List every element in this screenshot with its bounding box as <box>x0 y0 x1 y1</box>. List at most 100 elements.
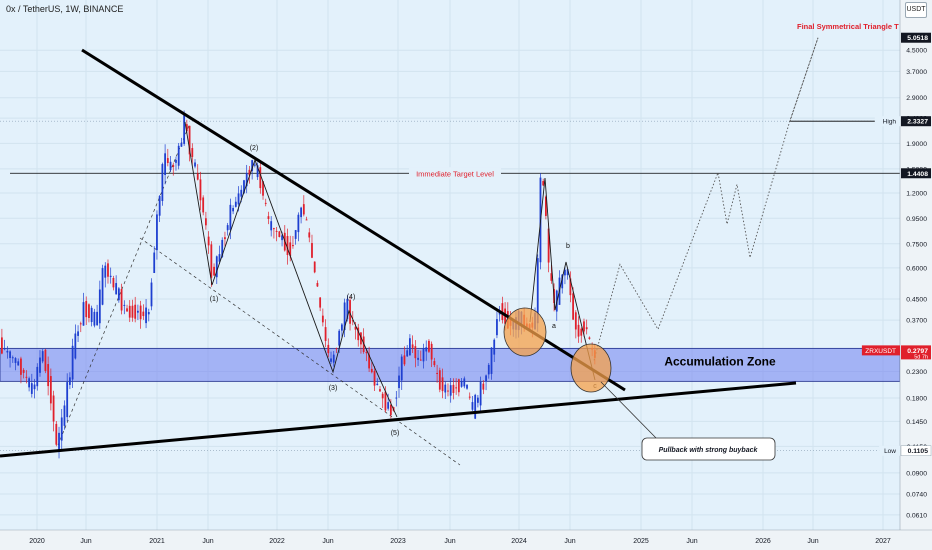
candle-body <box>17 361 20 366</box>
candle-body <box>202 197 205 213</box>
candle-body <box>243 180 245 194</box>
candle-body <box>98 289 101 324</box>
price-tick: 0.4500 <box>906 297 927 304</box>
candle-body <box>20 358 22 375</box>
dashed-channel-line <box>57 122 191 446</box>
price-badge <box>901 116 931 127</box>
candle-body <box>316 282 319 287</box>
candle-body <box>134 304 137 319</box>
candle-body <box>107 263 109 277</box>
candle-body <box>11 357 14 359</box>
candle-body <box>321 315 324 323</box>
candle-body <box>142 311 145 317</box>
price-badge-value: 5.0518 <box>907 35 928 42</box>
candle-body <box>449 385 452 396</box>
candle-body <box>433 361 436 366</box>
time-tick: Jun <box>322 538 333 545</box>
candle-body <box>447 390 449 392</box>
price-axis[interactable]: 4.50003.70002.90002.40001.90001.50001.20… <box>861 0 932 530</box>
candle-body <box>147 312 150 315</box>
price-tick: 0.3700 <box>906 318 927 325</box>
candle-body <box>259 167 262 189</box>
candle-body <box>493 339 496 355</box>
candle-body <box>85 301 88 318</box>
candle-body <box>205 218 207 226</box>
candle-body <box>36 366 39 387</box>
candle-body <box>324 327 327 341</box>
candle-body <box>387 402 390 409</box>
candle-body <box>354 326 357 330</box>
time-tick: 2024 <box>511 538 527 545</box>
candle-body <box>229 204 232 230</box>
candle-body <box>294 230 297 239</box>
candle-body <box>422 348 425 362</box>
candle-body <box>365 352 368 354</box>
price-badge <box>900 445 932 456</box>
price-tick: 0.1450 <box>906 419 927 426</box>
candle-body <box>545 196 547 216</box>
candle-body <box>460 381 463 387</box>
candle-body <box>305 219 308 221</box>
candle-body <box>496 319 498 336</box>
candle-body <box>39 357 41 373</box>
time-axis[interactable]: 2020 Jun 2021 Jun 2022 Jun 2023 Jun 2024 Jun 2025 J… <box>0 529 932 550</box>
candle-body <box>302 204 305 215</box>
candle-body <box>479 381 482 406</box>
price-tick: 0.0740 <box>906 492 927 499</box>
candle-body <box>471 402 474 410</box>
currency-button[interactable]: USDT <box>905 2 927 18</box>
candle-body <box>457 379 460 393</box>
candle-body <box>253 164 256 166</box>
candle-body <box>63 405 66 426</box>
time-tick: 2026 <box>755 538 771 545</box>
candle-body <box>414 346 417 359</box>
highlight-circles <box>503 307 612 393</box>
candle-body <box>577 324 580 337</box>
candle-body <box>400 356 403 381</box>
candle-body <box>25 376 28 378</box>
candle-body <box>139 305 142 320</box>
candle-body <box>580 328 583 336</box>
candle-body <box>588 337 591 339</box>
candle-body <box>338 330 341 346</box>
callout-pointer <box>600 381 659 441</box>
candle-body <box>379 389 381 392</box>
candle-body <box>292 244 294 247</box>
grid <box>0 0 900 530</box>
candle-body <box>346 298 349 320</box>
price-badge-value: 0.1105 <box>908 448 929 455</box>
final-target-label: Final Symmetrical Triangle T <box>797 22 899 31</box>
candle-body <box>490 347 493 374</box>
projection-path: Final Symmetrical Triangle T <box>593 22 899 361</box>
candle-body <box>278 231 281 238</box>
time-tick: 2027 <box>875 538 891 545</box>
candle-body <box>566 269 569 276</box>
candle-body <box>384 391 387 411</box>
candle-body <box>550 273 553 281</box>
candle-body <box>58 432 60 452</box>
candle-body <box>115 283 118 295</box>
candle-body <box>224 237 226 240</box>
candle-body <box>3 348 6 350</box>
candle-body <box>585 327 588 330</box>
candle-body <box>52 395 55 422</box>
time-tick: Jun <box>564 538 575 545</box>
candle-body <box>436 372 438 374</box>
candle-body <box>237 193 240 205</box>
level-tag: Low <box>884 448 896 455</box>
candle-body <box>14 358 17 363</box>
candle-body <box>93 311 96 326</box>
channel-lines <box>57 122 461 466</box>
candle-body <box>485 375 487 382</box>
candle-body <box>156 214 158 251</box>
candle-body <box>248 169 251 176</box>
candle-body <box>281 235 283 241</box>
candle-body <box>313 261 316 273</box>
candle-body <box>150 282 153 307</box>
candle-body <box>332 354 335 363</box>
immediate-target-label: Immediate Target Level <box>416 169 494 178</box>
price-tick: 4.5000 <box>906 48 927 55</box>
candle-body <box>381 393 384 399</box>
candle-body <box>438 370 441 390</box>
